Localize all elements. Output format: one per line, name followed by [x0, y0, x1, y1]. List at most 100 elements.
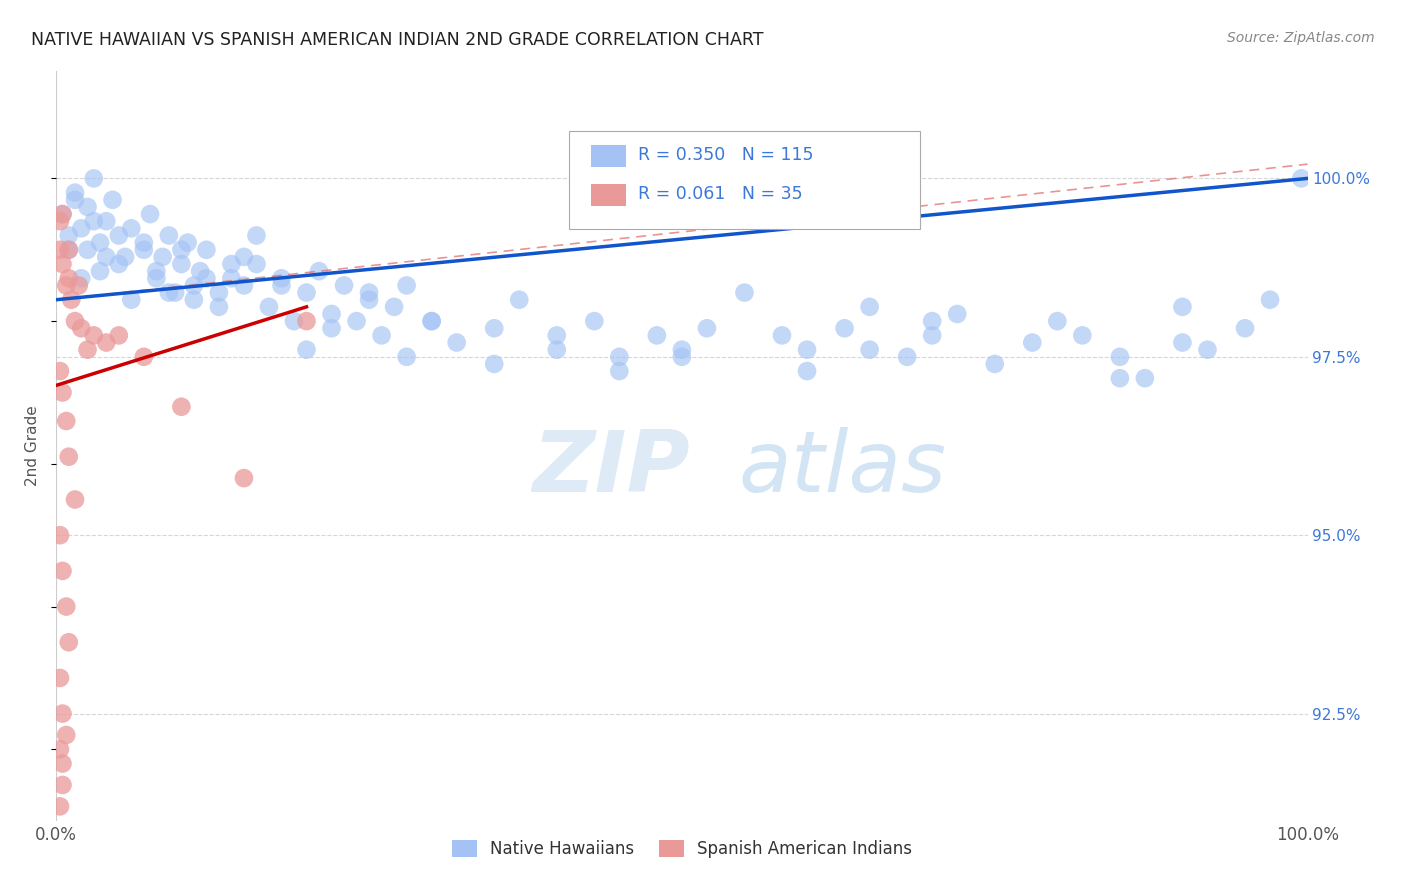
Point [63, 193, 86, 207]
Point [221, 271, 243, 285]
Text: R = 0.061   N = 35: R = 0.061 N = 35 [638, 186, 803, 203]
Point [76, 200, 98, 214]
Point [546, 343, 568, 357]
Point [896, 350, 918, 364]
Point [152, 250, 174, 264]
Text: R = 0.350   N = 115: R = 0.350 N = 115 [638, 146, 814, 164]
Point [946, 307, 969, 321]
Point [108, 228, 131, 243]
Point [51, 778, 73, 792]
Point [108, 257, 131, 271]
Point [145, 271, 167, 285]
Point [370, 328, 392, 343]
Point [51, 257, 73, 271]
Point [170, 257, 193, 271]
Point [233, 278, 256, 293]
Point [51, 564, 73, 578]
Point [49, 671, 72, 685]
Point [139, 207, 162, 221]
Point [83, 171, 105, 186]
Point [508, 293, 530, 307]
Point [96, 214, 118, 228]
Point [295, 314, 318, 328]
Point [984, 357, 1007, 371]
Point [395, 278, 418, 293]
Point [308, 264, 330, 278]
Point [295, 343, 318, 357]
FancyBboxPatch shape [569, 131, 920, 228]
Point [484, 321, 506, 335]
Point [157, 285, 180, 300]
Point [63, 186, 86, 200]
Point [1109, 350, 1132, 364]
Point [188, 264, 211, 278]
Point [245, 228, 267, 243]
Bar [591, 145, 626, 168]
Point [283, 314, 305, 328]
Point [55, 599, 77, 614]
Point [609, 364, 631, 378]
Point [55, 278, 77, 293]
Point [1258, 293, 1281, 307]
Point [295, 285, 318, 300]
Point [1021, 335, 1043, 350]
Point [58, 228, 80, 243]
Point [208, 285, 231, 300]
Point [346, 314, 368, 328]
Point [420, 314, 443, 328]
Point [796, 343, 818, 357]
Point [1171, 300, 1194, 314]
Point [170, 243, 193, 257]
Point [58, 243, 80, 257]
Point [834, 321, 856, 335]
Point [270, 271, 292, 285]
Point [245, 257, 267, 271]
Point [221, 257, 243, 271]
Point [734, 285, 756, 300]
Point [55, 414, 77, 428]
Y-axis label: 2nd Grade: 2nd Grade [25, 406, 41, 486]
Point [60, 293, 83, 307]
Point [1234, 321, 1257, 335]
Point [67, 278, 90, 293]
Point [145, 264, 167, 278]
Point [83, 328, 105, 343]
Point [859, 300, 882, 314]
Point [96, 250, 118, 264]
Point [609, 350, 631, 364]
Point [49, 742, 72, 756]
Bar [591, 184, 626, 206]
Point [132, 243, 155, 257]
Point [58, 271, 80, 285]
Point [257, 300, 280, 314]
Legend: Native Hawaiians, Spanish American Indians: Native Hawaiians, Spanish American India… [444, 833, 920, 864]
Point [63, 314, 86, 328]
Point [70, 271, 93, 285]
Point [921, 314, 943, 328]
Point [49, 528, 72, 542]
Text: NATIVE HAWAIIAN VS SPANISH AMERICAN INDIAN 2ND GRADE CORRELATION CHART: NATIVE HAWAIIAN VS SPANISH AMERICAN INDI… [31, 31, 763, 49]
Point [1046, 314, 1069, 328]
Point [76, 243, 98, 257]
Point [1133, 371, 1156, 385]
Point [70, 221, 93, 235]
Point [96, 335, 118, 350]
Point [270, 278, 292, 293]
Text: atlas: atlas [738, 427, 946, 510]
Point [446, 335, 468, 350]
Point [671, 350, 693, 364]
Text: ZIP: ZIP [531, 427, 689, 510]
Point [1171, 335, 1194, 350]
Point [49, 243, 72, 257]
Point [233, 471, 256, 485]
Point [58, 243, 80, 257]
Point [183, 293, 205, 307]
Point [49, 364, 72, 378]
Point [89, 264, 111, 278]
Point [51, 706, 73, 721]
Point [484, 357, 506, 371]
Point [195, 271, 218, 285]
Point [120, 293, 142, 307]
Point [170, 400, 193, 414]
Point [132, 235, 155, 250]
